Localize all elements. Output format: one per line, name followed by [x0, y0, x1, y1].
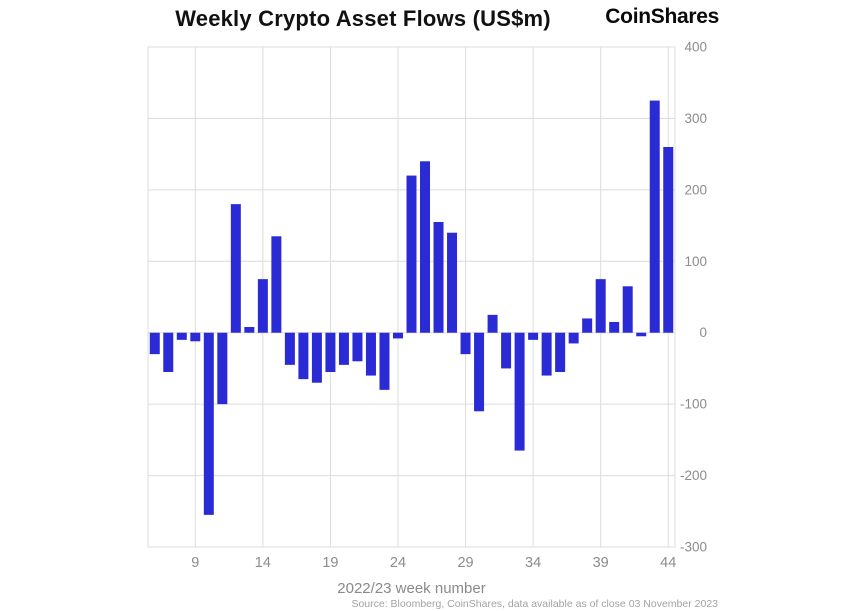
flow-bar — [379, 332, 390, 390]
y-tick-label: 200 — [684, 182, 707, 197]
flow-bar — [555, 332, 566, 372]
y-tick-label: 300 — [684, 111, 707, 126]
flow-bar — [217, 332, 228, 405]
y-tick-label: 100 — [684, 254, 707, 269]
flow-bar — [487, 314, 498, 333]
flow-bar — [149, 332, 160, 355]
flow-bar — [609, 322, 620, 333]
flow-bar — [325, 332, 336, 372]
flow-bar — [406, 175, 417, 333]
chart-title: Weekly Crypto Asset Flows (US$m) — [175, 6, 551, 31]
flow-bar — [271, 236, 282, 333]
flow-bar — [311, 332, 322, 383]
x-tick-label: 39 — [593, 555, 609, 571]
flow-bar — [582, 318, 593, 333]
flow-bar — [230, 204, 241, 333]
flow-bar — [298, 332, 309, 380]
flow-bar — [244, 327, 255, 333]
flow-bar — [514, 332, 525, 451]
flow-bar — [528, 332, 539, 340]
flow-bar — [284, 332, 295, 365]
x-tick-label: 19 — [322, 555, 338, 571]
flow-bar — [203, 332, 214, 515]
coinshares-logo: CoinShares — [605, 5, 719, 28]
flow-bar — [447, 232, 458, 333]
flow-bar — [392, 332, 403, 339]
flow-bar — [474, 332, 485, 412]
y-tick-label: 0 — [699, 325, 707, 340]
x-tick-label: 9 — [191, 555, 199, 571]
flow-bar — [190, 332, 201, 342]
x-tick-label: 29 — [457, 555, 473, 571]
flow-bar — [649, 100, 660, 333]
x-tick-label: 34 — [525, 555, 541, 571]
flow-bar — [433, 222, 444, 333]
flow-bar — [163, 332, 174, 372]
flow-bar — [568, 332, 579, 344]
y-tick-label: -100 — [680, 397, 707, 412]
x-axis-title: 2022/23 week number — [337, 580, 486, 597]
flow-bar — [420, 161, 431, 333]
y-tick-label: 400 — [684, 40, 707, 55]
flow-bar — [541, 332, 552, 376]
flow-bar — [636, 332, 647, 337]
flow-bar — [257, 279, 268, 333]
flow-bar — [622, 286, 633, 333]
plot-border — [147, 46, 676, 548]
flow-bar — [365, 332, 376, 376]
source-note: Source: Bloomberg, CoinShares, data avai… — [351, 598, 718, 610]
flow-bar — [595, 279, 606, 333]
flow-bar — [460, 332, 471, 355]
flow-bar — [338, 332, 349, 365]
flow-bar — [352, 332, 363, 362]
x-tick-label: 14 — [255, 555, 271, 571]
flow-bar — [663, 147, 674, 333]
flow-bar — [501, 332, 512, 369]
y-tick-label: -300 — [680, 540, 707, 555]
y-tick-label: -200 — [680, 468, 707, 483]
x-tick-label: 24 — [390, 555, 406, 571]
flow-bar — [176, 332, 187, 340]
x-tick-label: 44 — [660, 555, 676, 571]
